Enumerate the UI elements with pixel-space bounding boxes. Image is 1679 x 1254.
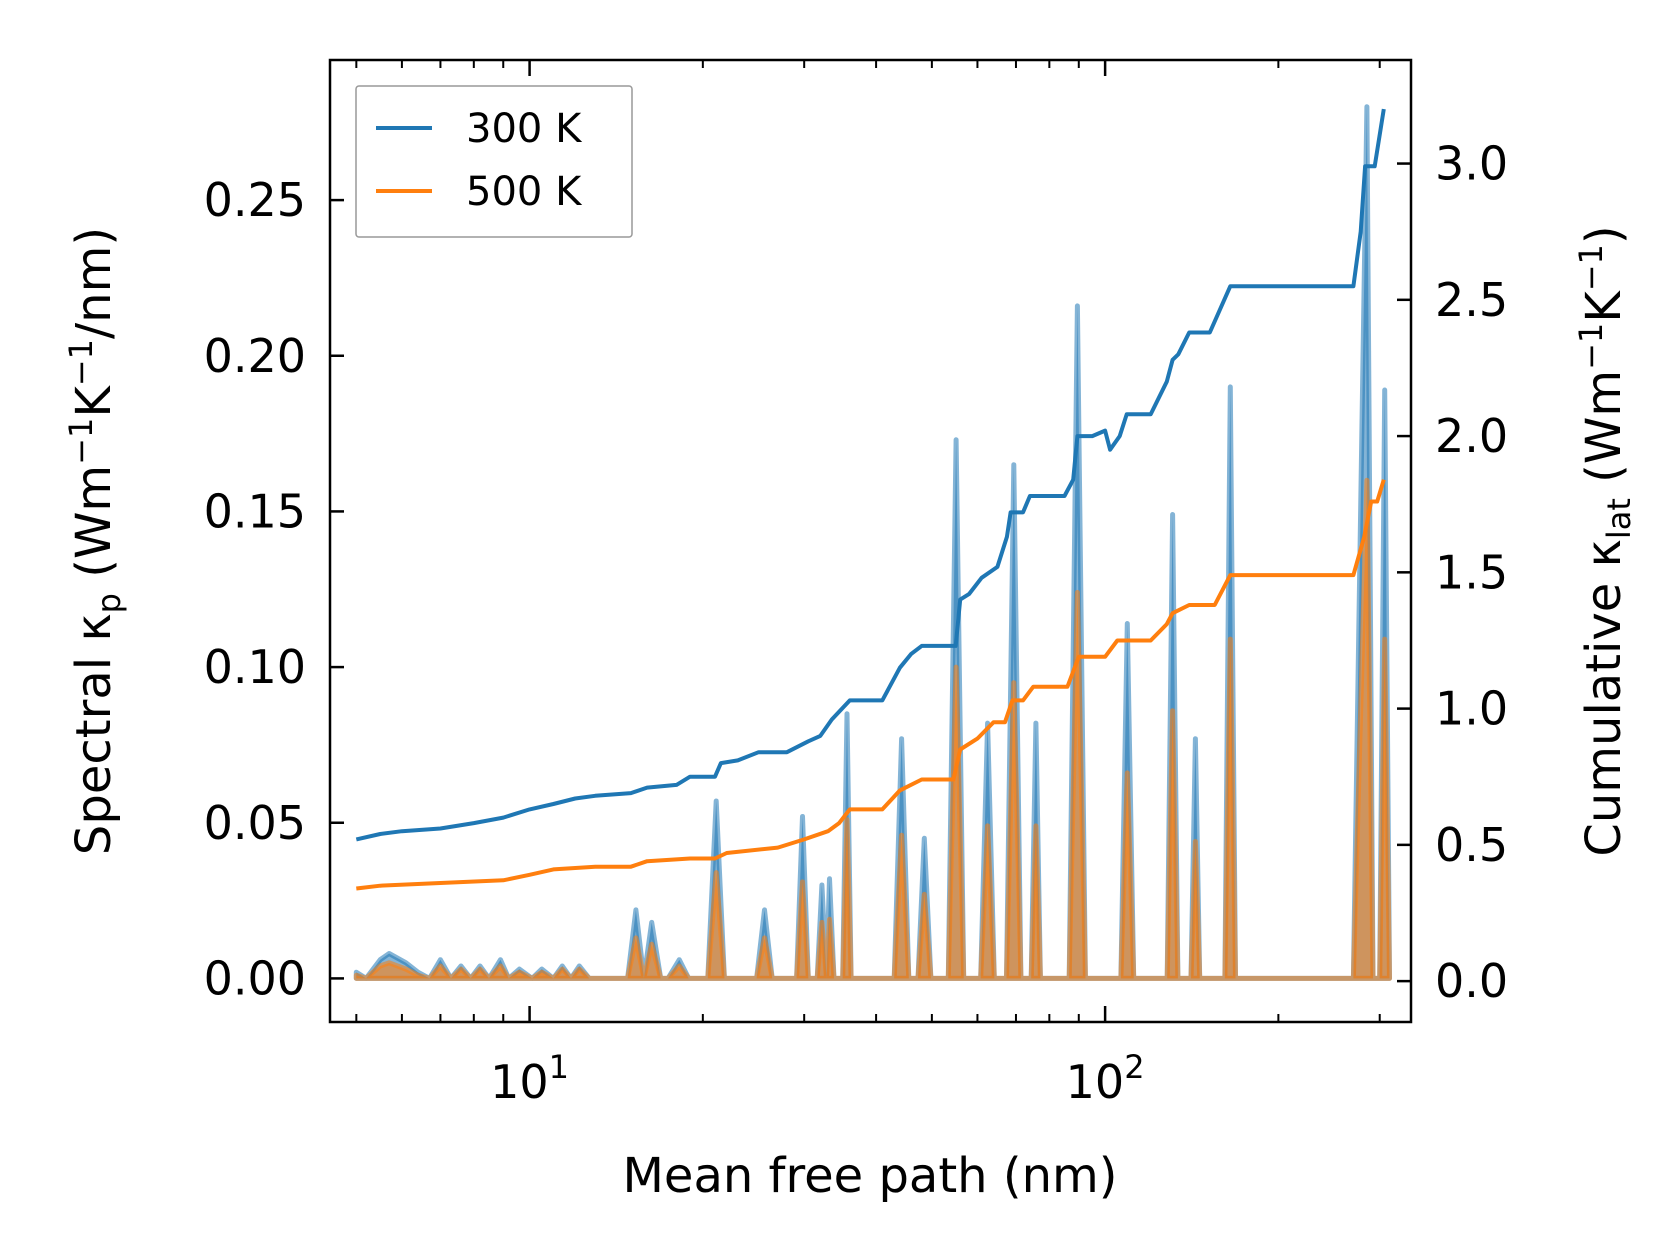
left-title-sub: p <box>90 593 128 613</box>
left-title-unit-close: /nm) <box>66 227 122 339</box>
x-tick-label: 102 <box>1066 1048 1145 1109</box>
right-title-mid: K <box>1576 290 1632 323</box>
x-axis-title: Mean free path (nm) <box>623 1148 1118 1204</box>
right-tick-label: 2.0 <box>1435 409 1508 463</box>
right-tick-label: 2.5 <box>1435 273 1508 327</box>
left-tick-label: 0.15 <box>204 484 306 538</box>
left-title-mid: K <box>66 385 122 418</box>
x-tick-base: 10 <box>1066 1055 1125 1109</box>
left-title-exp2: −1 <box>62 339 100 386</box>
right-title-unit-close: ) <box>1576 225 1632 244</box>
left-tick-label: 0.25 <box>204 173 306 227</box>
right-title-exp2: −1 <box>1572 244 1610 291</box>
right-axis-title: Cumulative κlat (Wm−1K−1) <box>1572 225 1638 856</box>
tick-layer: 0.00 0.05 0.10 0.15 0.20 0.25 0.0 0.5 1.0 1.5 2.0 2… <box>204 60 1508 1109</box>
right-tick-label: 0.5 <box>1435 818 1508 872</box>
legend-label-300k: 300 K <box>466 106 583 152</box>
series-layer <box>353 104 1392 981</box>
left-tick-label: 0.10 <box>204 640 306 694</box>
legend-label-500k: 500 K <box>466 169 583 215</box>
plot-frame <box>328 58 1413 1024</box>
left-title-unit-open: (Wm <box>66 465 122 593</box>
right-title-sub: lat <box>1600 498 1638 539</box>
x-tick-exponent: 2 <box>1124 1048 1144 1086</box>
x-tick-base: 10 <box>490 1055 549 1109</box>
left-tick-label: 0.05 <box>204 796 306 850</box>
legend-box <box>355 85 633 238</box>
right-tick-label: 0.0 <box>1435 954 1508 1008</box>
cumulative-line-300k <box>355 108 1386 842</box>
left-title-exp1: −1 <box>62 418 100 465</box>
right-title-exp1: −1 <box>1572 323 1610 370</box>
left-tick-label: 0.00 <box>204 951 306 1005</box>
right-title-unit-open: (Wm <box>1576 370 1632 498</box>
spectral-area-500k <box>353 477 1392 981</box>
right-title-main: Cumulative κ <box>1576 539 1632 857</box>
right-tick-label: 1.5 <box>1435 545 1508 599</box>
right-tick-label: 1.0 <box>1435 682 1508 736</box>
left-title-main: Spectral κ <box>66 613 122 855</box>
cumulative-line-500k <box>356 479 1386 891</box>
right-tick-label: 3.0 <box>1435 137 1508 191</box>
left-axis-title: Spectral κp (Wm−1K−1/nm) <box>62 227 128 855</box>
x-tick-label: 101 <box>490 1048 569 1109</box>
left-tick-label: 0.20 <box>204 329 306 383</box>
x-tick-exponent: 1 <box>549 1048 569 1086</box>
legend: 300 K 500 K <box>355 85 633 238</box>
